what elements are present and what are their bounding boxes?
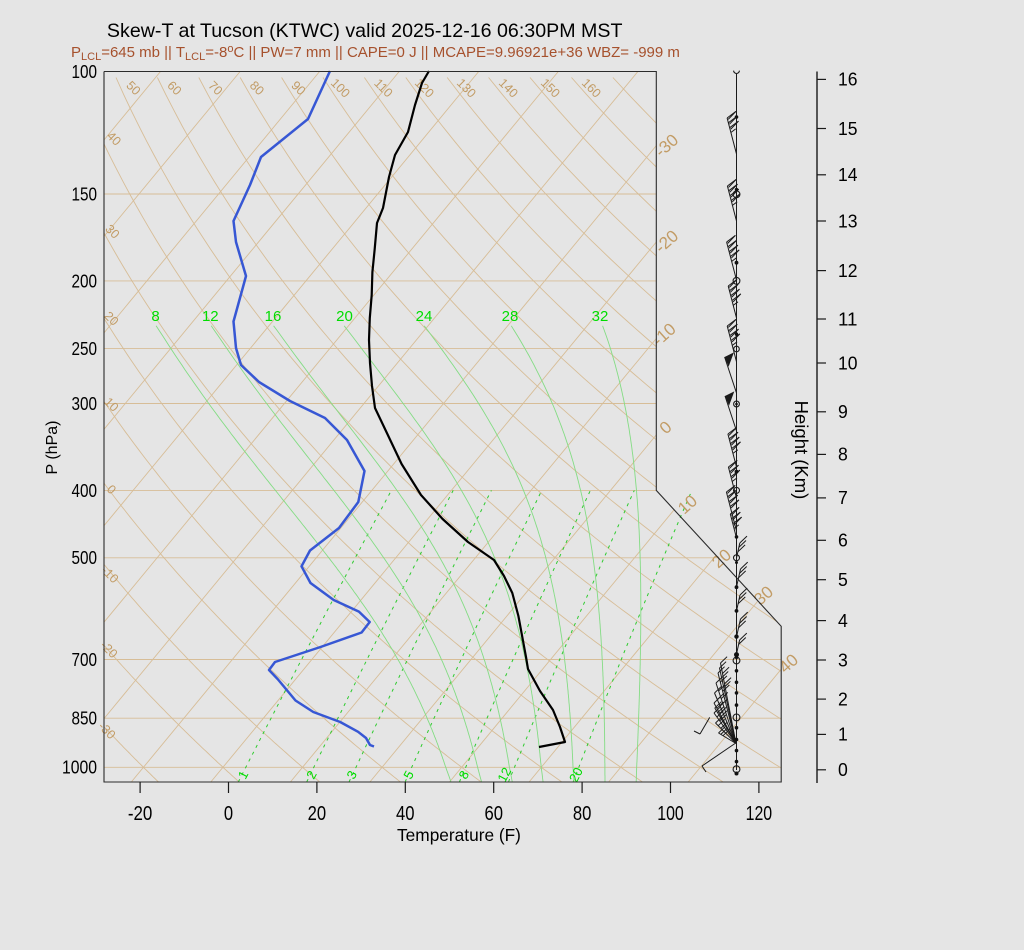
- svg-text:6: 6: [838, 531, 848, 551]
- svg-text:13: 13: [838, 211, 858, 231]
- svg-text:700: 700: [72, 650, 98, 670]
- svg-text:Temperature (F): Temperature (F): [397, 825, 521, 845]
- svg-text:1: 1: [838, 725, 848, 745]
- svg-text:100: 100: [657, 803, 684, 825]
- svg-text:Skew-T at Tucson (KTWC) valid: Skew-T at Tucson (KTWC) valid 2025-12-16…: [107, 20, 623, 42]
- svg-text:150: 150: [72, 184, 98, 204]
- svg-text:20: 20: [566, 765, 586, 785]
- svg-text:500: 500: [72, 548, 98, 568]
- svg-text:3: 3: [838, 650, 848, 670]
- svg-text:4: 4: [838, 611, 848, 631]
- svg-text:12: 12: [838, 261, 858, 281]
- svg-text:0: 0: [224, 803, 233, 825]
- svg-text:400: 400: [72, 481, 98, 501]
- svg-text:16: 16: [265, 308, 282, 325]
- svg-text:60: 60: [484, 803, 503, 825]
- svg-text:8: 8: [838, 445, 848, 465]
- svg-text:P (hPa): P (hPa): [44, 421, 61, 475]
- svg-text:20: 20: [308, 803, 327, 825]
- svg-text:100: 100: [72, 62, 98, 82]
- svg-text:32: 32: [592, 308, 609, 325]
- svg-text:14: 14: [838, 165, 858, 185]
- svg-text:PLCL=645 mb || TLCL=-8oC || PW: PLCL=645 mb || TLCL=-8oC || PW=7 mm || C…: [71, 43, 680, 63]
- svg-text:80: 80: [573, 803, 592, 825]
- svg-text:28: 28: [502, 308, 519, 325]
- svg-text:20: 20: [336, 308, 353, 325]
- svg-text:10: 10: [838, 353, 858, 373]
- svg-text:24: 24: [416, 308, 433, 325]
- svg-text:12: 12: [494, 765, 514, 785]
- svg-text:16: 16: [838, 70, 858, 90]
- svg-text:12: 12: [202, 308, 219, 325]
- svg-text:200: 200: [72, 271, 98, 291]
- svg-text:0: 0: [838, 760, 848, 780]
- svg-text:40: 40: [396, 803, 415, 825]
- svg-text:-20: -20: [128, 803, 153, 825]
- svg-text:250: 250: [72, 339, 98, 359]
- svg-text:7: 7: [838, 488, 848, 508]
- svg-text:850: 850: [72, 709, 98, 729]
- svg-text:8: 8: [151, 308, 159, 325]
- svg-text:11: 11: [838, 309, 858, 329]
- svg-text:5: 5: [838, 570, 848, 590]
- svg-text:9: 9: [838, 402, 848, 422]
- svg-text:1000: 1000: [62, 758, 97, 778]
- svg-text:300: 300: [72, 394, 98, 414]
- svg-text:2: 2: [838, 689, 848, 709]
- svg-text:15: 15: [838, 119, 858, 139]
- svg-text:Height (Km): Height (Km): [791, 401, 812, 500]
- svg-text:120: 120: [746, 803, 773, 825]
